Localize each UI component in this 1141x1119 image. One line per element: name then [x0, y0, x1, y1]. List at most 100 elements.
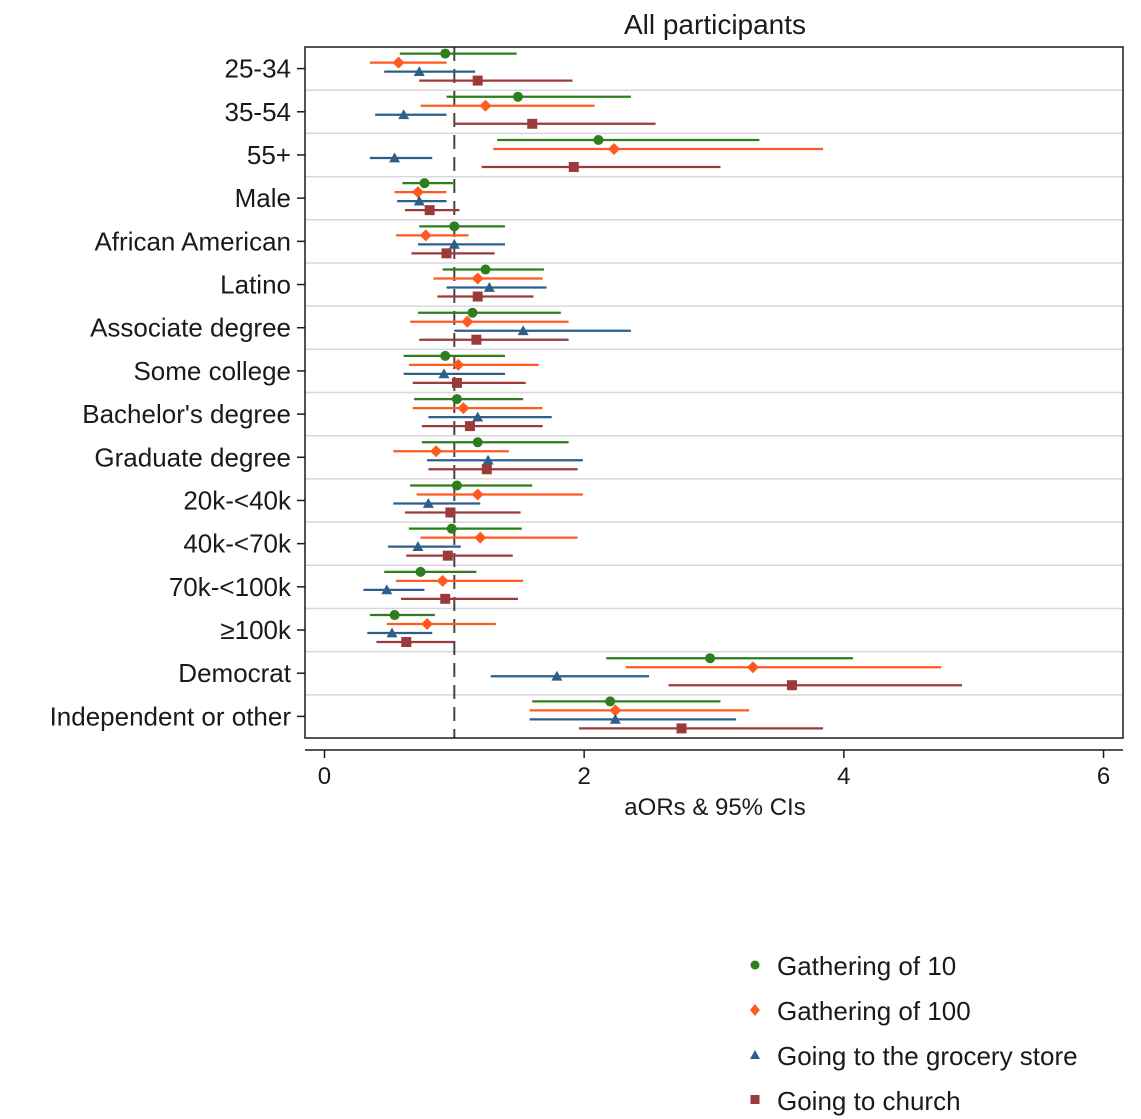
- point-estimate-marker: [471, 488, 484, 501]
- point-estimate-marker: [389, 152, 401, 163]
- category-label: Latino: [220, 270, 291, 300]
- point-estimate-marker: [461, 315, 474, 328]
- point-estimate-marker: [608, 142, 621, 155]
- point-estimate-marker: [445, 507, 456, 518]
- category-label: 25-34: [225, 54, 292, 84]
- x-tick-label: 0: [318, 763, 331, 790]
- point-estimate-marker: [436, 574, 449, 587]
- point-estimate-marker: [609, 704, 622, 717]
- point-estimate-marker: [464, 421, 475, 432]
- point-estimate-marker: [392, 56, 405, 69]
- category-label: 55+: [247, 140, 291, 170]
- point-estimate-marker: [474, 531, 487, 544]
- point-estimate-marker: [401, 637, 412, 648]
- category-label: ≥100k: [220, 615, 292, 645]
- point-estimate-marker: [413, 195, 425, 206]
- point-estimate-marker: [471, 334, 482, 345]
- category-label: Bachelor's degree: [82, 399, 291, 429]
- category-label: 40k-<70k: [183, 529, 292, 559]
- category-label: 20k-<40k: [183, 485, 292, 515]
- point-estimate-marker: [609, 713, 621, 724]
- point-estimate-marker: [446, 523, 457, 534]
- point-estimate-marker: [786, 680, 797, 691]
- point-estimate-marker: [467, 307, 478, 318]
- x-axis: 0 2 4 6: [305, 749, 1123, 790]
- point-estimate-marker: [481, 464, 492, 475]
- category-label: Associate degree: [90, 313, 291, 343]
- series-group: [363, 48, 962, 734]
- point-estimate-marker: [451, 480, 462, 491]
- point-estimate-marker: [440, 350, 451, 361]
- x-tick-label: 4: [837, 763, 850, 790]
- category-label: 35-54: [225, 97, 292, 127]
- point-estimate-marker: [448, 238, 460, 249]
- point-estimate-marker: [415, 566, 426, 577]
- category-label: Some college: [133, 356, 291, 386]
- legend-marker-gathering-of-10: [750, 960, 760, 970]
- point-estimate-marker: [746, 661, 759, 674]
- chart-title: All participants: [624, 9, 806, 40]
- point-estimate-marker: [472, 437, 483, 448]
- series-going-to-church: [376, 75, 962, 734]
- point-estimate-marker: [442, 550, 453, 561]
- point-estimate-marker: [483, 282, 495, 292]
- point-estimate-marker: [472, 75, 483, 86]
- legend-marker-going-to-church: [750, 1095, 760, 1104]
- point-estimate-marker: [517, 325, 529, 336]
- point-estimate-marker: [457, 402, 470, 415]
- point-estimate-marker: [381, 584, 393, 595]
- point-estimate-marker: [419, 178, 430, 189]
- plot-frame: [304, 46, 1124, 739]
- point-estimate-marker: [605, 696, 616, 707]
- point-estimate-marker: [593, 134, 604, 145]
- point-estimate-marker: [419, 229, 432, 242]
- point-estimate-marker: [389, 610, 400, 621]
- point-estimate-marker: [479, 99, 492, 112]
- category-label: Graduate degree: [94, 442, 291, 472]
- point-estimate-marker: [422, 497, 434, 508]
- legend-label-gathering-of-10: Gathering of 10: [777, 951, 956, 981]
- point-estimate-marker: [441, 248, 452, 259]
- point-estimate-marker: [512, 91, 523, 102]
- point-estimate-marker: [480, 264, 491, 275]
- row-separators: [305, 89, 1123, 696]
- point-estimate-marker: [440, 48, 451, 59]
- point-estimate-marker: [568, 161, 579, 172]
- category-label: 70k-<100k: [169, 572, 292, 602]
- legend-label-gathering-of-100: Gathering of 100: [777, 996, 971, 1026]
- point-estimate-marker: [705, 653, 716, 664]
- category-label: Male: [235, 183, 291, 213]
- point-estimate-marker: [430, 445, 443, 458]
- legend-label-going-to-church: Going to church: [777, 1086, 961, 1116]
- category-label: African American: [94, 226, 291, 256]
- series-going-to-the-grocery-store: [363, 66, 737, 724]
- point-estimate-marker: [421, 618, 434, 631]
- legend-marker-going-to-the-grocery-store: [750, 1050, 760, 1059]
- x-axis-label: aORs & 95% CIs: [624, 794, 805, 821]
- point-estimate-marker: [398, 109, 410, 120]
- legend: Gathering of 10 Gathering of 100 Going to …: [750, 951, 1078, 1116]
- point-estimate-marker: [449, 221, 460, 232]
- series-gathering-of-100: [369, 56, 942, 717]
- point-estimate-marker: [551, 670, 563, 681]
- point-estimate-marker: [438, 368, 450, 379]
- x-tick-label: 2: [577, 763, 590, 790]
- point-estimate-marker: [451, 377, 462, 388]
- point-estimate-marker: [411, 186, 424, 199]
- point-estimate-marker: [472, 411, 484, 422]
- category-label: Independent or other: [50, 701, 292, 731]
- point-estimate-marker: [386, 627, 398, 638]
- legend-marker-gathering-of-100: [750, 1004, 760, 1016]
- point-estimate-marker: [413, 66, 425, 76]
- point-estimate-marker: [472, 291, 483, 302]
- point-estimate-marker: [440, 593, 451, 604]
- legend-label-going-to-the-grocery-store: Going to the grocery store: [777, 1041, 1078, 1071]
- point-estimate-marker: [424, 205, 435, 216]
- category-label: Democrat: [178, 658, 291, 688]
- point-estimate-marker: [451, 394, 462, 405]
- series-gathering-of-10: [369, 48, 853, 707]
- point-estimate-marker: [482, 454, 494, 465]
